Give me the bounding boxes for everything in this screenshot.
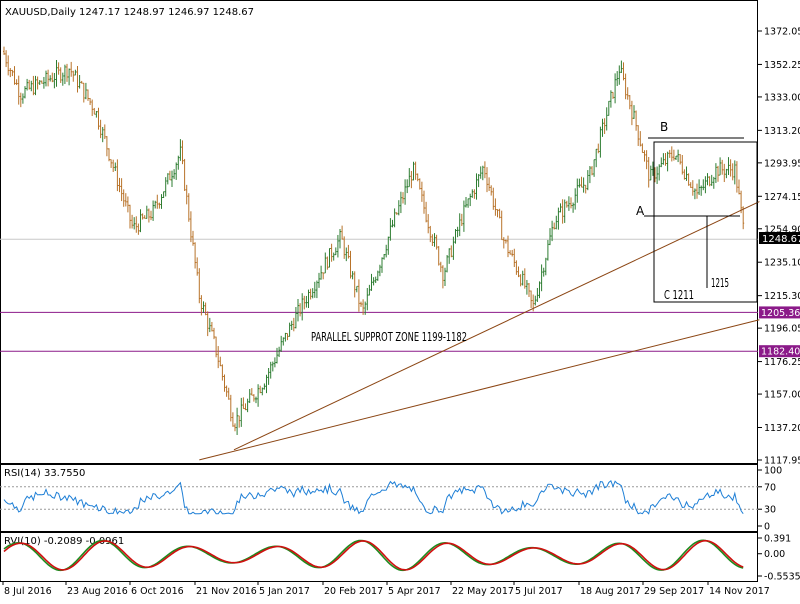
date-tick-label: 14 Nov 2017 xyxy=(709,586,770,597)
date-tick-label: 5 Jan 2017 xyxy=(259,586,310,597)
price-tick-label: 1254.90 xyxy=(764,224,800,235)
rsi-panel-frame xyxy=(0,464,758,532)
price-tick-label: 1235.10 xyxy=(764,258,800,269)
price-tick-label: 1313.20 xyxy=(764,126,800,137)
current-price-tag: 1248.67 xyxy=(759,232,800,245)
rvi-header: RVI(10) -0.2089 -0.0961 xyxy=(4,536,124,547)
current-price-box xyxy=(759,232,800,244)
abc-annotation: B A C 1211 1215 xyxy=(636,120,758,303)
price-tick-label: 1293.95 xyxy=(764,158,800,169)
date-tick-label: 5 Jul 2017 xyxy=(515,586,563,597)
rsi-line xyxy=(3,479,744,515)
rvi-signal-line xyxy=(3,539,744,571)
date-tick-label: 5 Apr 2017 xyxy=(388,586,441,597)
date-tick-label: 6 Oct 2016 xyxy=(131,586,184,597)
label-b: B xyxy=(660,120,668,134)
date-tick-label: 23 Aug 2016 xyxy=(67,586,128,597)
date-axis: 8 Jul 2016 23 Aug 2016 6 Oct 2016 21 Nov 20… xyxy=(2,581,770,597)
main-panel-frame xyxy=(0,0,758,464)
current-price-label: 1248.67 xyxy=(762,234,800,245)
label-c: C 1211 xyxy=(664,288,694,302)
date-tick-label: 18 Aug 2017 xyxy=(580,586,641,597)
price-tick-label: 1137.20 xyxy=(764,423,800,434)
rsi-tick-label: 70 xyxy=(764,482,776,493)
date-tick-label: 29 Sep 2017 xyxy=(644,586,704,597)
label-a: A xyxy=(636,204,645,218)
price-tick-label: 1196.05 xyxy=(764,324,800,335)
price-tick-label: 1117.95 xyxy=(764,456,800,467)
rsi-tick-label: 100 xyxy=(764,466,782,477)
level-label: 1205.36 xyxy=(761,308,800,319)
rvi-tick-label: 0.00 xyxy=(764,549,785,560)
rvi-tick-label: 0.391 xyxy=(764,534,791,545)
level-label-box xyxy=(759,345,800,358)
price-tick-label: 1157.00 xyxy=(764,390,800,401)
rvi-tick-label: -0.5535 xyxy=(764,572,800,583)
rvi-axis: 0.391 0.00 -0.5535 xyxy=(758,534,800,583)
level-label: 1182.40 xyxy=(761,347,800,358)
abc-box xyxy=(653,141,758,303)
level-label-box xyxy=(759,306,800,319)
zone-label: PARALLEL SUPPROT ZONE 1199-1182 xyxy=(311,330,467,344)
price-tick-label: 1372.05 xyxy=(764,27,800,38)
level-labels: 1205.36 1182.40 xyxy=(759,306,800,358)
rsi-axis: 100 70 30 0 xyxy=(758,466,782,533)
price-tick-label: 1215.30 xyxy=(764,291,800,302)
price-axis: 1372.05 1352.25 1333.00 1313.20 1293.95 1274.… xyxy=(758,27,800,467)
rsi-series xyxy=(0,479,758,515)
date-tick-label: 21 Nov 2016 xyxy=(196,586,257,597)
main-header: XAUUSD,Daily 1247.17 1248.97 1246.97 124… xyxy=(5,7,254,18)
horizontal-levels xyxy=(0,238,758,352)
price-tick-label: 1176.25 xyxy=(764,357,800,368)
trendlines xyxy=(199,201,760,461)
date-tick-label: 20 Feb 2017 xyxy=(324,586,383,597)
trendline xyxy=(233,201,760,451)
rsi-tick-label: 30 xyxy=(764,505,776,516)
label-1215: 1215 xyxy=(711,276,729,290)
date-tick-label: 8 Jul 2016 xyxy=(4,586,52,597)
rvi-series xyxy=(3,539,744,572)
rsi-header: RSI(14) 33.7550 xyxy=(4,468,85,479)
rsi-tick-label: 0 xyxy=(764,522,770,533)
date-tick-label: 22 May 2017 xyxy=(452,586,514,597)
price-tick-label: 1274.15 xyxy=(764,192,800,203)
trendline xyxy=(199,319,760,461)
ohlc-bars xyxy=(3,46,745,435)
price-tick-label: 1333.00 xyxy=(764,92,800,103)
price-tick-label: 1352.25 xyxy=(764,60,800,71)
